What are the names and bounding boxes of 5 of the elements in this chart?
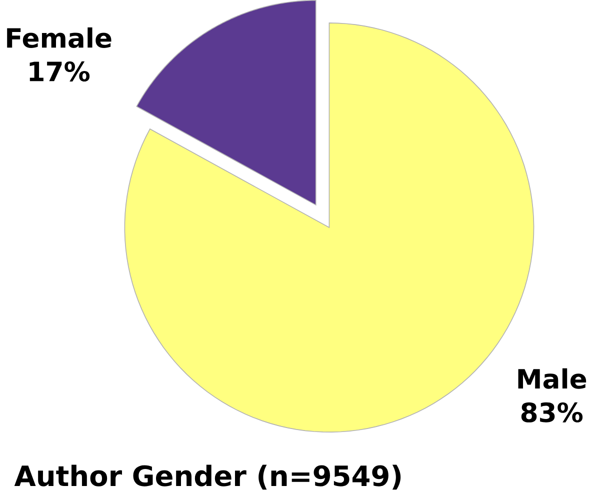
text: Author Gender (n=9549) — [14, 464, 401, 490]
slice-label: Male — [518, 368, 586, 389]
slice-label: Female — [7, 27, 112, 48]
data-label: 17% — [30, 61, 90, 82]
data-label: 83% — [521, 402, 583, 422]
